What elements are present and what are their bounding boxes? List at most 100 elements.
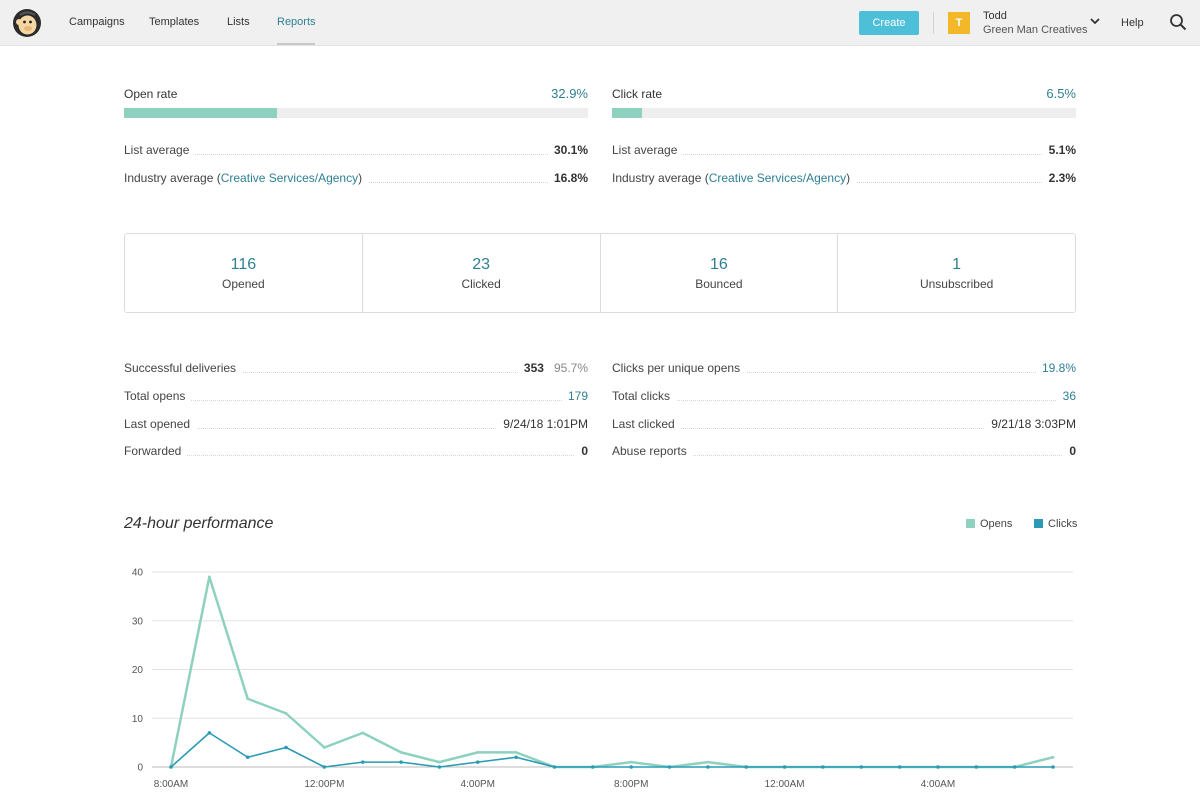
dotted-leader xyxy=(124,400,588,401)
stat-label: Clicked xyxy=(461,277,501,291)
stat-label: Opened xyxy=(222,277,265,291)
data-point-clicks xyxy=(1051,765,1055,769)
top-navigation: Campaigns Templates Lists Reports Create… xyxy=(0,0,1200,46)
dotted-leader xyxy=(124,154,588,155)
data-point-clicks xyxy=(821,765,825,769)
total-clicks-link[interactable]: 36 xyxy=(1056,389,1076,403)
click-list-average-value: 5.1% xyxy=(1042,143,1076,157)
dotted-leader xyxy=(612,428,1076,429)
deliveries-percent: 95.7% xyxy=(553,361,588,375)
dotted-leader xyxy=(124,455,588,456)
open-rate-bar-fill xyxy=(124,108,277,118)
stat-value: 23 xyxy=(472,256,491,273)
data-point-clicks xyxy=(245,755,250,760)
data-point-opens xyxy=(322,746,326,749)
nav-lists[interactable]: Lists xyxy=(227,16,250,28)
data-point-opens xyxy=(706,760,710,764)
detail-row-total-clicks: Total clicks 36 xyxy=(612,389,1076,405)
detail-row-clicks-per-unique-opens: Clicks per unique opens 19.8% xyxy=(612,361,1076,377)
click-list-average-label: List average xyxy=(612,143,684,157)
data-point-clicks xyxy=(859,765,864,769)
y-tick-label: 40 xyxy=(132,568,144,579)
detail-row-last-opened: Last opened 9/24/18 1:01PM xyxy=(124,417,588,433)
active-tab-indicator xyxy=(277,43,315,45)
legend-opens-label: Opens xyxy=(980,518,1013,530)
stat-unsubscribed[interactable]: 1 Unsubscribed xyxy=(838,234,1075,312)
detail-label: Total opens xyxy=(124,389,192,403)
industry-suffix: ) xyxy=(846,171,851,185)
detail-value: 353 95.7% xyxy=(517,361,588,375)
data-point-clicks xyxy=(667,765,672,769)
help-link[interactable]: Help xyxy=(1121,17,1144,29)
dotted-leader xyxy=(124,372,588,373)
data-point-opens xyxy=(361,731,365,735)
detail-label: Total clicks xyxy=(612,389,677,403)
data-point-clicks xyxy=(744,765,749,769)
click-list-average-row: List average 5.1% xyxy=(612,143,1076,159)
data-point-opens xyxy=(284,711,288,715)
open-list-average-label: List average xyxy=(124,143,196,157)
open-industry-average-label: Industry average (Creative Services/Agen… xyxy=(124,171,369,185)
nav-reports[interactable]: Reports xyxy=(277,16,316,28)
y-tick-label: 10 xyxy=(132,714,144,725)
click-rate-bar-fill xyxy=(612,108,643,118)
account-organization[interactable]: Green Man Creatives xyxy=(983,24,1088,36)
detail-row-abuse-reports: Abuse reports 0 xyxy=(612,444,1076,460)
nav-templates[interactable]: Templates xyxy=(149,16,200,28)
stat-opened[interactable]: 116 Opened xyxy=(125,234,363,312)
data-point-clicks xyxy=(552,765,557,769)
click-rate-label: Click rate xyxy=(612,87,663,101)
data-point-opens xyxy=(514,750,518,754)
x-tick-label: 12:00AM xyxy=(765,779,805,790)
open-rate-label: Open rate xyxy=(124,87,178,101)
legend-opens-swatch xyxy=(966,519,975,528)
dotted-leader xyxy=(612,372,1076,373)
detail-row-total-opens: Total opens 179 xyxy=(124,389,588,405)
open-list-average-row: List average 30.1% xyxy=(124,143,588,159)
click-rate-bar xyxy=(612,108,1076,118)
data-point-clicks xyxy=(974,765,979,769)
data-point-clicks xyxy=(706,765,710,769)
data-point-opens xyxy=(438,760,441,764)
data-point-opens xyxy=(399,750,403,754)
nav-campaigns[interactable]: Campaigns xyxy=(69,16,125,28)
chart-title: 24-hour performance xyxy=(124,515,274,532)
stat-label: Unsubscribed xyxy=(919,277,994,291)
account-name[interactable]: Todd xyxy=(983,10,1007,22)
x-tick-label: 12:00PM xyxy=(304,779,344,790)
detail-row-successful-deliveries: Successful deliveries 353 95.7% xyxy=(124,361,588,377)
series-line-clicks xyxy=(170,732,1053,768)
detail-label: Last clicked xyxy=(612,417,681,431)
legend-opens[interactable]: Opens xyxy=(966,518,1012,530)
mailchimp-logo-icon[interactable] xyxy=(12,8,42,38)
data-point-opens xyxy=(246,697,250,701)
dotted-leader xyxy=(612,154,1076,155)
legend-clicks[interactable]: Clicks xyxy=(1034,518,1077,530)
total-opens-link[interactable]: 179 xyxy=(561,389,588,403)
detail-row-forwarded: Forwarded 0 xyxy=(124,444,588,460)
detail-label: Last opened xyxy=(124,417,197,431)
y-tick-label: 30 xyxy=(132,616,144,627)
data-point-opens xyxy=(476,750,480,754)
stat-value: 116 xyxy=(230,256,257,273)
x-tick-label: 8:00PM xyxy=(614,779,648,790)
open-industry-average-row: Industry average (Creative Services/Agen… xyxy=(124,171,588,187)
data-point-clicks xyxy=(399,760,403,764)
chevron-down-icon[interactable] xyxy=(1089,16,1101,26)
x-tick-label: 4:00PM xyxy=(461,779,495,790)
industry-link[interactable]: Creative Services/Agency xyxy=(708,171,847,185)
create-button[interactable]: Create xyxy=(859,11,919,35)
industry-link[interactable]: Creative Services/Agency xyxy=(220,171,359,185)
stat-bounced[interactable]: 16 Bounced xyxy=(601,234,839,312)
legend-clicks-swatch xyxy=(1034,519,1043,528)
series-line-opens xyxy=(169,575,1054,769)
avatar[interactable]: T xyxy=(948,12,970,34)
data-point-clicks xyxy=(514,755,518,760)
detail-label: Successful deliveries xyxy=(124,361,243,375)
search-icon[interactable] xyxy=(1169,13,1187,31)
industry-prefix: Industry average ( xyxy=(124,171,221,185)
x-tick-label: 4:00AM xyxy=(921,779,955,790)
data-point-clicks xyxy=(207,731,212,735)
stat-clicked[interactable]: 23 Clicked xyxy=(363,234,601,312)
